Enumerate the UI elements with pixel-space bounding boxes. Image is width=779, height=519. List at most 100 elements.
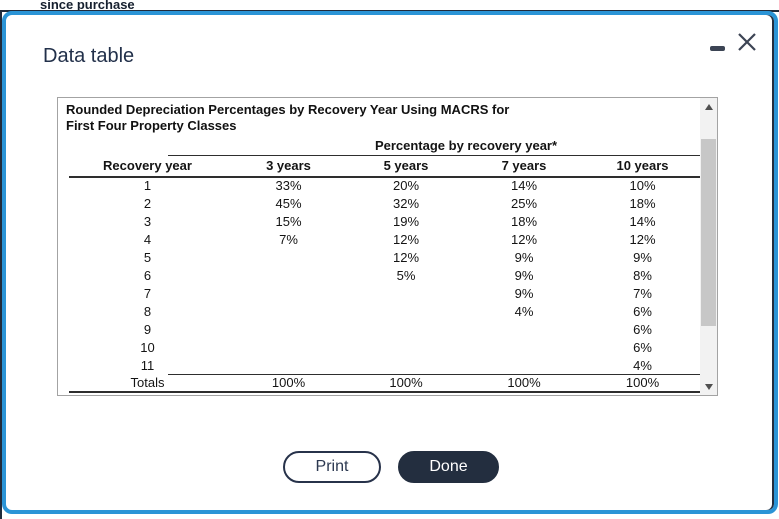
column-header: Recovery year [103, 158, 192, 173]
macrs-depreciation-table: Percentage by recovery year* Recovery ye… [65, 136, 702, 391]
down-arrow-icon [704, 383, 713, 390]
column-header: 5 years [383, 158, 429, 173]
table-row: 8 4% 6% [65, 302, 702, 320]
table-body: 1 33% 20% 14% 10% 2 45% 32% 25% 18% 3 15% 19% 18% 14% 4… [65, 176, 702, 391]
group-header-label: Percentage by recovery year* [374, 138, 558, 153]
table-cell: 18% [629, 195, 656, 211]
table-cell: 18% [510, 213, 538, 229]
table-cell [465, 338, 583, 356]
table-title-line2: First Four Property Classes [66, 118, 237, 133]
column-header: 3 years [266, 158, 311, 173]
x-icon [738, 33, 756, 51]
table-row: 2 45% 32% 25% 18% [65, 194, 702, 212]
rule-under-column-headers [69, 176, 702, 178]
table-cell [347, 320, 465, 338]
table-cell: 7% [633, 285, 652, 301]
column-header-row: Recovery year 3 years 5 years 7 years 10 yea… [65, 155, 702, 176]
table-cell: 1 [143, 177, 152, 193]
table-cell: 6% [633, 339, 652, 355]
background-left-border [0, 10, 2, 519]
table-cell: 32% [392, 195, 420, 211]
table-cell [465, 356, 583, 374]
table-cell: 7 [143, 285, 152, 301]
table-title-line1: Rounded Depreciation Percentages by Reco… [66, 102, 510, 117]
minimize-button[interactable] [704, 39, 730, 57]
table-scroll-container[interactable]: Rounded Depreciation Percentages by Reco… [57, 97, 718, 396]
table-cell: 8% [633, 267, 652, 283]
table-cell: 11 [140, 357, 155, 373]
done-button[interactable]: Done [398, 451, 499, 483]
table-cell: 12% [392, 231, 420, 247]
minus-icon [709, 45, 725, 51]
table-cell: 100% [625, 375, 660, 390]
rule-under-group-header [168, 155, 702, 156]
table-cell: 4 [143, 231, 152, 247]
table-cell: 9% [514, 249, 534, 265]
rule-table-bottom [69, 391, 702, 393]
dialog-title: Data table [43, 45, 135, 67]
table-cell [347, 356, 465, 374]
table-cell: 100% [507, 375, 541, 390]
table-cell: 100% [389, 375, 423, 390]
table-row: 7 9% 7% [65, 284, 702, 302]
background-column-header: since purchase [40, 0, 135, 12]
vertical-scrollbar[interactable] [700, 98, 717, 395]
table-cell [347, 284, 465, 302]
table-cell: 20% [392, 177, 420, 193]
table-cell [230, 248, 347, 266]
table-cell: 12% [629, 231, 656, 247]
table-cell: 6% [633, 303, 652, 319]
data-table-dialog: Data table Rounded Depreciation Percenta… [2, 11, 778, 514]
scrollbar-down-button[interactable] [700, 378, 717, 395]
table-row: 5 12% 9% 9% [65, 248, 702, 266]
group-header-row: Percentage by recovery year* [65, 136, 702, 155]
table-cell: 2 [143, 195, 152, 211]
table-cell: 7% [279, 231, 298, 247]
table-cell [230, 320, 347, 338]
table-cell: 10% [629, 177, 656, 193]
close-button[interactable] [733, 29, 761, 55]
table-cell [347, 338, 465, 356]
table-cell [230, 356, 347, 374]
table-cell: 33% [275, 177, 302, 193]
table-cell: 3 [143, 213, 152, 229]
table-cell: 9 [143, 321, 152, 337]
table-cell: 9% [514, 285, 534, 301]
column-header: 10 years [616, 158, 669, 173]
table-cell: 14% [510, 177, 538, 193]
table-cell: 5% [396, 267, 416, 283]
table-cell: 8 [143, 303, 152, 319]
table-row: 1 33% 20% 14% 10% [65, 176, 702, 194]
table-cell [230, 338, 347, 356]
scrollbar-thumb[interactable] [701, 139, 716, 326]
table-cell: 5 [143, 249, 152, 265]
group-header-spacer [65, 136, 230, 155]
table-cell [230, 284, 347, 302]
table-cell: 15% [275, 213, 302, 229]
table-cell: 100% [271, 375, 306, 390]
table-cell: 19% [392, 213, 420, 229]
table-row: 3 15% 19% 18% 14% [65, 212, 702, 230]
table-cell: 12% [392, 249, 420, 265]
table-row: 10 6% [65, 338, 702, 356]
table-cell: 25% [510, 195, 538, 211]
totals-row: Totals 100% 100% 100% 100% [65, 374, 702, 391]
table-cell [230, 302, 347, 320]
scrollbar-up-button[interactable] [700, 98, 717, 115]
up-arrow-icon [704, 103, 713, 110]
table-cell: 6% [633, 321, 652, 337]
table-cell: 9% [633, 249, 652, 265]
table-row: 4 7% 12% 12% 12% [65, 230, 702, 248]
table-cell: 4% [633, 357, 652, 373]
table-cell [347, 302, 465, 320]
print-button[interactable]: Print [283, 451, 381, 483]
table-cell: 14% [629, 213, 656, 229]
table-cell: 9% [514, 267, 534, 283]
table-cell: 4% [514, 303, 534, 319]
table-cell: 10 [140, 339, 155, 355]
table-row: 6 5% 9% 8% [65, 266, 702, 284]
table-cell: 12% [510, 231, 538, 247]
table-title: Rounded Depreciation Percentages by Reco… [66, 102, 509, 134]
table-row: 9 6% [65, 320, 702, 338]
table-cell [230, 266, 347, 284]
